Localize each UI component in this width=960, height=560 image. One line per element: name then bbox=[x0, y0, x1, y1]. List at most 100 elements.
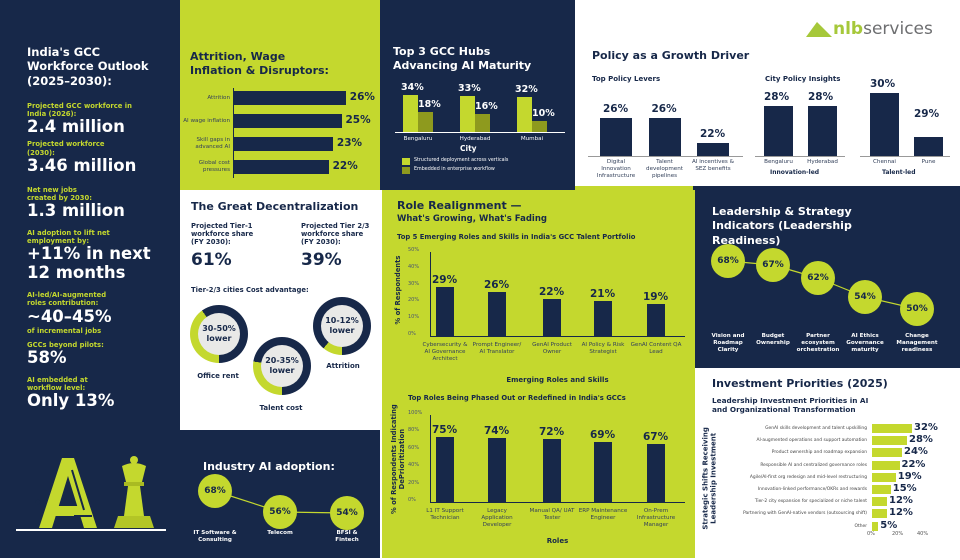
cost-advantage-title: Tier-2/3 cities Cost advantage: bbox=[191, 286, 309, 294]
data-point: 62% bbox=[801, 261, 835, 295]
bar bbox=[532, 121, 547, 132]
y-tick-label: 20% bbox=[408, 479, 420, 486]
bar bbox=[403, 94, 418, 132]
value-label: 15% bbox=[892, 483, 917, 494]
divider-strip bbox=[693, 186, 960, 190]
bar bbox=[648, 118, 681, 156]
bar bbox=[436, 436, 454, 502]
x-axis-title: Roles bbox=[546, 537, 569, 545]
decentralization-title: The Great Decentralization bbox=[191, 200, 359, 213]
bar bbox=[475, 114, 490, 132]
nlb-logo[interactable]: nlb services bbox=[806, 18, 933, 40]
logo-triangle-icon bbox=[806, 22, 832, 37]
category-label: Agile/AI-first org redesign and mid-leve… bbox=[749, 474, 867, 480]
bar bbox=[543, 439, 561, 502]
x-tick-label: 40% bbox=[917, 531, 929, 537]
category-label: Chennai bbox=[873, 159, 896, 165]
bar bbox=[872, 460, 900, 470]
logo-text-b: services bbox=[863, 19, 933, 39]
category-label: Budget Ownership bbox=[756, 333, 790, 346]
x-axis-line bbox=[430, 336, 685, 337]
x-axis-line bbox=[430, 502, 685, 503]
investment-subtitle: Leadership Investment Priorities in AI a… bbox=[712, 396, 869, 415]
bar bbox=[697, 143, 729, 156]
value-label: 22% bbox=[700, 128, 726, 141]
stat-label: Projected GCC workforce in India (2026): bbox=[27, 102, 132, 119]
phased-chart-title: Top Roles Being Phased Out or Redefined … bbox=[408, 394, 626, 402]
investment-chart: GenAI skills development and talent upsk… bbox=[695, 368, 960, 558]
value-label: 74% bbox=[484, 424, 510, 437]
category-label: Other bbox=[854, 523, 867, 529]
category-label: Skill gaps in advanced AI bbox=[195, 137, 230, 150]
bar bbox=[488, 292, 506, 336]
category-label: GenAI Content QA Lead bbox=[630, 342, 682, 355]
bar bbox=[808, 105, 837, 156]
cost-donut: 10-12% lower bbox=[313, 297, 371, 355]
stat-label: Net new jobs created by 2030: bbox=[27, 185, 92, 202]
data-point: 50% bbox=[900, 292, 934, 326]
y-axis-line bbox=[233, 88, 234, 178]
stat-value: 1.3 million bbox=[27, 201, 125, 220]
value-label: 34% bbox=[401, 81, 424, 93]
category-label: Talent development pipelines bbox=[646, 159, 683, 179]
category-label: Digital Innovation Infrastructure bbox=[596, 159, 636, 179]
y-tick-label: 10% bbox=[408, 314, 420, 321]
roles-panel bbox=[382, 190, 695, 558]
legend-swatch bbox=[402, 158, 410, 165]
category-label: Product ownership and roadmap expansion bbox=[771, 450, 867, 456]
roles-title: Role Realignment — bbox=[397, 199, 522, 212]
group-label: Innovation-led bbox=[770, 169, 820, 176]
industry-chart: 68% IT Software & Consulting 56% Telecom 54%… bbox=[180, 430, 380, 558]
value-label: 25% bbox=[345, 114, 371, 126]
value-label: 75% bbox=[432, 423, 458, 436]
hubs-chart: 34% 18% Bengaluru 33% 16% Hyderabad 32% 10% Mumb… bbox=[380, 0, 575, 190]
leadership-title: Leadership & Strategy Indicators (Leader… bbox=[712, 205, 852, 247]
bar bbox=[488, 437, 506, 502]
category-label: AI-augmented operations and support auto… bbox=[756, 438, 867, 444]
category-label: Legacy Application Developer bbox=[481, 508, 513, 528]
category-label: Partner ecosystem orchestration bbox=[796, 333, 840, 353]
stat-label: AI adoption to lift net employment by: bbox=[27, 228, 110, 246]
category-label: Vision and Roadmap Clarity bbox=[711, 333, 745, 353]
category-label: Attrition bbox=[207, 94, 230, 101]
y-tick-label: 80% bbox=[408, 427, 420, 434]
category-label: ERP Maintenance Engineer bbox=[578, 508, 628, 521]
category-label: Prompt Engineer/ AI Translator bbox=[472, 342, 522, 355]
value-label: 18% bbox=[418, 99, 441, 111]
y-tick-label: 0% bbox=[408, 331, 416, 337]
category-label: Bengaluru bbox=[403, 136, 433, 142]
emerging-chart-title: Top 5 Emerging Roles and Skills in India… bbox=[397, 233, 636, 241]
value-label: 21% bbox=[590, 287, 616, 300]
policy-levers-title: Top Policy Levers bbox=[592, 75, 661, 83]
bar bbox=[647, 304, 665, 336]
value-label: 28% bbox=[909, 434, 933, 446]
x-axis-title: Emerging Roles and Skills bbox=[506, 376, 609, 384]
stat-value: 2.4 million bbox=[27, 117, 125, 137]
stat-note: of incremental jobs bbox=[27, 326, 102, 335]
donut-value: 20-35% lower bbox=[261, 345, 303, 387]
value-label: 72% bbox=[539, 426, 565, 439]
bar bbox=[872, 424, 912, 433]
logo-text-a: nlb bbox=[833, 19, 864, 39]
bar bbox=[872, 472, 896, 482]
group-label: Talent-led bbox=[882, 169, 916, 176]
data-point: 67% bbox=[756, 248, 790, 282]
category-label: Responsible AI and centralized governanc… bbox=[760, 462, 867, 468]
stat-label: AI embedded at workflow level: bbox=[27, 375, 88, 392]
bar bbox=[460, 95, 475, 132]
stat-value: 58% bbox=[27, 347, 67, 367]
tier1-value: 61% bbox=[191, 250, 232, 270]
bar bbox=[872, 485, 891, 494]
hubs-title: Top 3 GCC Hubs Advancing AI Maturity bbox=[393, 45, 532, 72]
category-label: AI wage inflation bbox=[183, 117, 230, 124]
bar bbox=[872, 521, 879, 531]
category-label: AI Policy & Risk Strategist bbox=[581, 342, 625, 355]
tier1-label: Projected Tier-1 workforce share (FY 203… bbox=[191, 222, 254, 247]
y-axis-line bbox=[430, 252, 431, 336]
legend-swatch bbox=[402, 167, 410, 174]
value-label: 28% bbox=[808, 90, 834, 103]
bar bbox=[594, 441, 612, 502]
y-tick-label: 0% bbox=[408, 497, 416, 503]
stat-label: Projected workforce (2030): bbox=[27, 140, 105, 157]
category-label: Tier-2 city expansion for specialized or… bbox=[754, 499, 867, 505]
